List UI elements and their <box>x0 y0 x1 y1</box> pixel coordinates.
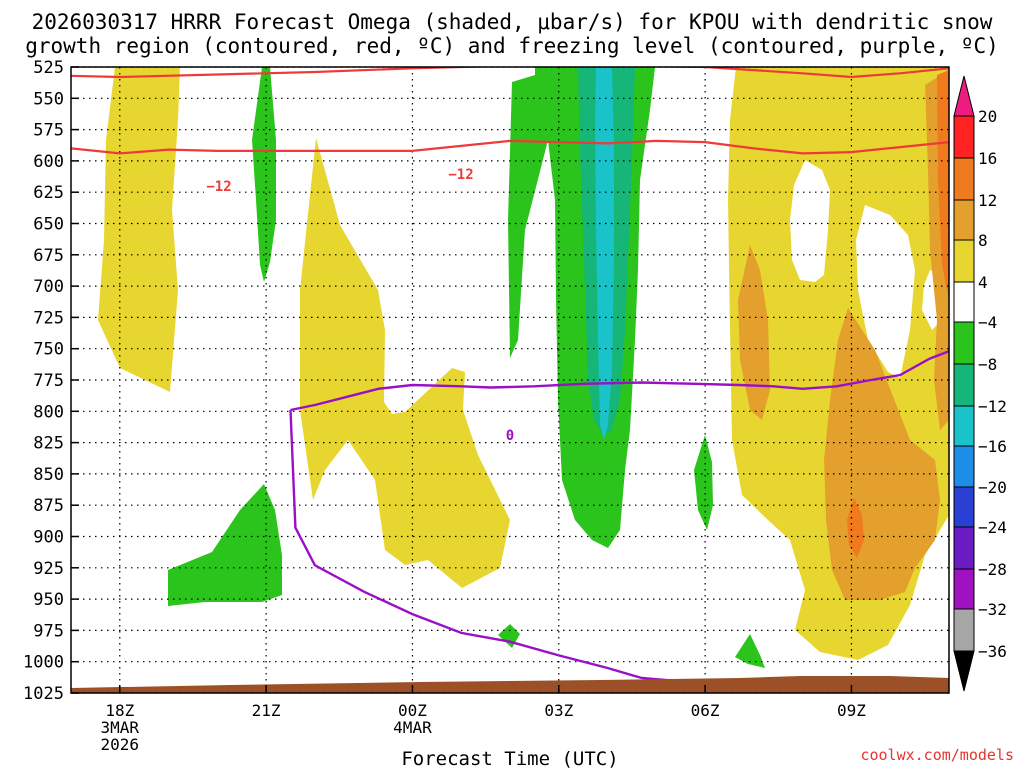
omega-green-lower-left <box>168 484 282 606</box>
x-tick-label-06Z-0: 06Z <box>691 701 720 720</box>
contours <box>71 67 949 686</box>
colorbar-label-9: −20 <box>978 478 1007 497</box>
colorbar-swatch-5 <box>953 321 975 365</box>
x-tick-label-00Z-1: 4MAR <box>393 718 432 737</box>
x-tick-label-09Z-0: 09Z <box>837 701 866 720</box>
y-tick-label-575: 575 <box>33 121 64 141</box>
colorbar-label-7: −12 <box>978 397 1007 416</box>
colorbar-label-0: 20 <box>978 107 997 126</box>
y-tick-label-800: 800 <box>33 402 64 422</box>
ground-fill <box>71 676 949 693</box>
colorbar-swatch-11 <box>953 568 975 610</box>
x-tick-label-18Z-0: 18Z <box>105 701 134 720</box>
omega-green-small-0630 <box>694 435 713 530</box>
chart-title-line2: growth region (contoured, red, ºC) and f… <box>25 34 999 58</box>
y-tick-label-550: 550 <box>33 89 64 109</box>
colorbar-label-6: −8 <box>978 355 997 374</box>
freezing-contour-bottom <box>289 409 711 686</box>
colorbar-label-2: 12 <box>978 191 997 210</box>
colorbar-label-1: 16 <box>978 149 997 168</box>
y-tick-label-675: 675 <box>33 246 64 266</box>
omega-green-spot-0650 <box>735 634 765 668</box>
omega-cyan-core <box>595 67 614 440</box>
omega-hole-middle <box>856 205 915 378</box>
y-tick-label-900: 900 <box>33 528 64 548</box>
colorbar-bottom-arrow <box>953 650 975 692</box>
y-tick-label-725: 725 <box>33 308 64 328</box>
gridlines <box>71 66 949 694</box>
colorbar-label-11: −28 <box>978 560 1007 579</box>
dgz-contour-lower <box>71 139 949 155</box>
chart-title-line1: 2026030317 HRRR Forecast Omega (shaded, … <box>32 10 993 34</box>
colorbar: 20 16 12 8 4 −4 −8 −12 −16 −20 −24 −28 −32 −36 <box>953 75 1007 692</box>
dgz-contour-upper <box>71 67 949 79</box>
colorbar-label-12: −32 <box>978 600 1007 619</box>
colorbar-swatch-0 <box>953 115 975 159</box>
omega-yellow-center-region <box>300 138 510 588</box>
y-tick-label-525: 525 <box>33 58 64 78</box>
omega-darkorange-spot <box>847 498 864 558</box>
y-tick-label-700: 700 <box>33 277 64 297</box>
y-tick-label-950: 950 <box>33 590 64 610</box>
y-tick-label-750: 750 <box>33 340 64 360</box>
omega-orange-left-finger <box>738 245 770 420</box>
y-tick-label-775: 775 <box>33 371 64 391</box>
contour-labels: −12 −12 0 <box>204 167 516 444</box>
y-tick-label-975: 975 <box>33 621 64 641</box>
credit-text: coolwx.com/models <box>860 746 1014 764</box>
omega-hole-upper <box>790 160 830 282</box>
colorbar-swatch-8 <box>953 445 975 488</box>
x-tick-label-00Z-0: 00Z <box>398 701 427 720</box>
freezing-label-bg <box>503 428 516 442</box>
y-tick-label-825: 825 <box>33 434 64 454</box>
colorbar-swatch-12 <box>953 608 975 652</box>
x-tick-label-18Z-1: 3MAR <box>101 718 140 737</box>
colorbar-label-13: −36 <box>978 642 1007 661</box>
colorbar-swatch-3 <box>953 239 975 283</box>
y-axis-pressure: 525 550 575 600 625 650 675 700 725 750 775 800 825 8… <box>23 58 79 704</box>
y-tick-label-875: 875 <box>33 496 64 516</box>
omega-yellow-left-column <box>98 67 180 392</box>
y-tick-label-1025: 1025 <box>23 684 64 704</box>
omega-green-column-left <box>252 67 276 282</box>
dgz-contour-label-right: −12 <box>448 167 473 183</box>
y-tick-label-600: 600 <box>33 152 64 172</box>
colorbar-label-4: 4 <box>978 273 988 292</box>
dgz-contour-label-left: −12 <box>206 179 231 195</box>
colorbar-swatch-2 <box>953 199 975 241</box>
y-tick-label-650: 650 <box>33 215 64 235</box>
y-tick-label-925: 925 <box>33 559 64 579</box>
omega-shading <box>98 67 949 668</box>
colorbar-label-5: −4 <box>978 313 997 332</box>
colorbar-swatch-7 <box>953 405 975 447</box>
colorbar-swatch-4 <box>953 281 975 323</box>
x-tick-label-18Z-2: 2026 <box>101 735 140 754</box>
freezing-contour-label: 0 <box>506 428 514 444</box>
y-tick-label-850: 850 <box>33 465 64 485</box>
colorbar-label-3: 8 <box>978 231 988 250</box>
colorbar-swatch-1 <box>953 157 975 201</box>
omega-darkorange-right-edge <box>937 70 949 300</box>
x-tick-label-03Z-0: 03Z <box>544 701 573 720</box>
y-tick-label-625: 625 <box>33 183 64 203</box>
colorbar-swatch-10 <box>953 526 975 570</box>
x-tick-label-21Z-0: 21Z <box>252 701 281 720</box>
colorbar-swatch-6 <box>953 363 975 407</box>
y-tick-label-1000: 1000 <box>23 653 64 673</box>
dgz-label-bg-left <box>204 179 234 193</box>
colorbar-label-8: −16 <box>978 437 1007 456</box>
colorbar-swatch-9 <box>953 486 975 528</box>
colorbar-label-10: −24 <box>978 518 1007 537</box>
dgz-label-bg-right <box>446 167 476 181</box>
freezing-contour-top <box>290 349 949 412</box>
colorbar-top-arrow <box>953 75 975 117</box>
x-axis-label: Forecast Time (UTC) <box>401 748 618 768</box>
